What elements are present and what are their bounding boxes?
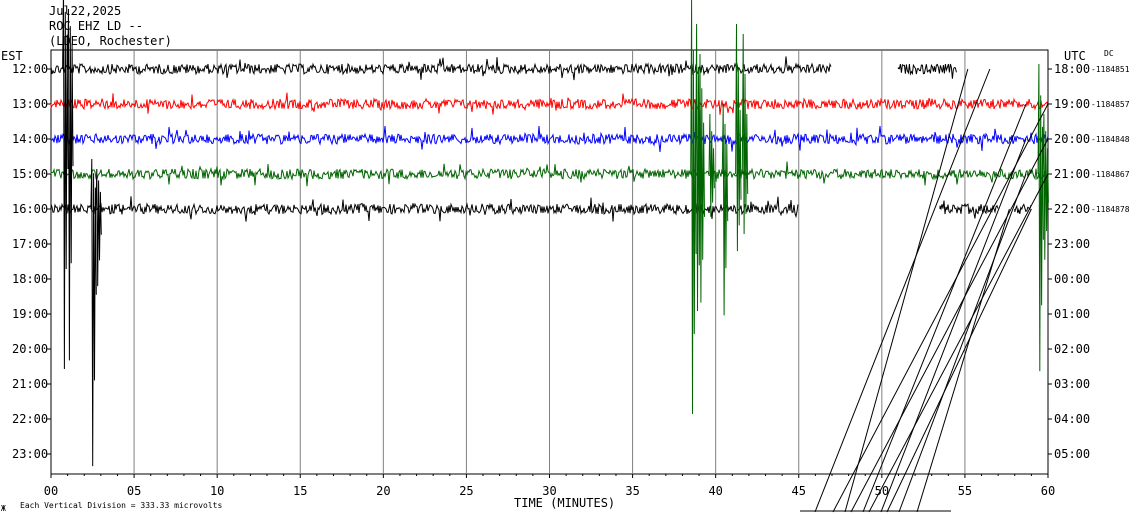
seismic-spike-event (721, 103, 729, 316)
x-tick-label: 00 (44, 484, 58, 498)
est-row-label: 20:00 (12, 342, 48, 356)
est-row-label: 16:00 (12, 202, 48, 216)
est-row-label: 13:00 (12, 97, 48, 111)
x-axis-title: TIME (MINUTES) (514, 496, 615, 510)
dc-offset-label: -1184848 (1091, 135, 1130, 144)
trace-flyback-line (850, 138, 1049, 513)
trace-flyback-line (844, 68, 969, 513)
est-row-label: 15:00 (12, 167, 48, 181)
seismic-spike-event (67, 8, 74, 361)
dc-offset-label: -1184851 (1091, 65, 1130, 74)
seismic-trace-row-0 (50, 56, 832, 81)
x-tick-label: 05 (127, 484, 141, 498)
est-row-label: 17:00 (12, 237, 48, 251)
seismic-spike-event (690, 0, 697, 415)
trace-flyback-line (886, 208, 1032, 513)
est-axis-label: EST (1, 49, 23, 63)
est-row-label: 12:00 (12, 62, 48, 76)
utc-row-label: 21:00 (1054, 167, 1090, 181)
trace-flyback-line (898, 173, 1027, 513)
seismic-spike-event (1037, 63, 1044, 372)
est-row-label: 23:00 (12, 447, 48, 461)
est-row-label: 18:00 (12, 272, 48, 286)
vertical-division-note: Each Vertical Division = 333.33 microvol… (20, 501, 222, 510)
utc-row-label: 01:00 (1054, 307, 1090, 321)
seismic-spike-event (698, 53, 705, 303)
seismic-trace-row-2 (50, 126, 1049, 153)
trace-flyback-line (862, 103, 1027, 513)
trace-flyback-line (814, 68, 991, 513)
utc-axis-label: UTC (1064, 49, 1086, 63)
utc-row-label: 03:00 (1054, 377, 1090, 391)
x-tick-label: 45 (792, 484, 806, 498)
seismic-spike-event (95, 168, 102, 287)
trace-flyback-line (868, 173, 1049, 513)
est-row-label: 21:00 (12, 377, 48, 391)
utc-row-label: 18:00 (1054, 62, 1090, 76)
utc-row-label: 23:00 (1054, 237, 1090, 251)
x-tick-label: 20 (376, 484, 390, 498)
x-tick-label: 15 (293, 484, 307, 498)
utc-row-label: 00:00 (1054, 272, 1090, 286)
grid-layer (47, 49, 1052, 478)
utc-row-label: 22:00 (1054, 202, 1090, 216)
dc-label: DC (1104, 49, 1114, 58)
seismic-trace-row-4 (939, 200, 999, 219)
trace-flyback-line (916, 208, 1010, 513)
x-tick-label: 30 (542, 484, 556, 498)
trace-layer (50, 0, 1049, 513)
seismic-trace-row-4 (50, 196, 799, 222)
seismic-spike-event (62, 0, 69, 370)
trace-flyback-line (880, 138, 1027, 513)
seismic-spike-event (90, 158, 97, 467)
scale-icon: Ж (1, 504, 6, 513)
utc-row-label: 20:00 (1054, 132, 1090, 146)
seismic-trace-row-4 (1014, 203, 1032, 215)
seismic-trace-row-0 (897, 63, 957, 79)
est-row-label: 19:00 (12, 307, 48, 321)
seismic-trace-row-3 (50, 161, 1049, 187)
label-layer: EST UTC DC TIME (MINUTES) Ж Each Vertica… (1, 49, 1130, 513)
x-tick-label: 25 (459, 484, 473, 498)
x-tick-label: 55 (958, 484, 972, 498)
dc-offset-label: -1184857 (1091, 100, 1130, 109)
x-tick-label: 10 (210, 484, 224, 498)
utc-row-label: 02:00 (1054, 342, 1090, 356)
trace-flyback-line (832, 103, 1049, 513)
dc-offset-label: -1184878 (1091, 205, 1130, 214)
utc-row-label: 19:00 (1054, 97, 1090, 111)
est-row-label: 22:00 (12, 412, 48, 426)
seismic-trace-row-1 (50, 92, 1049, 115)
est-row-label: 14:00 (12, 132, 48, 146)
x-tick-label: 60 (1041, 484, 1055, 498)
seismic-spike-event (708, 113, 715, 217)
dc-offset-label: -1184867 (1091, 170, 1130, 179)
utc-row-label: 05:00 (1054, 447, 1090, 461)
plot-date: Jul22,2025 (49, 4, 122, 18)
utc-row-label: 04:00 (1054, 412, 1090, 426)
x-tick-label: 50 (875, 484, 889, 498)
seismic-spike-event (735, 23, 742, 252)
x-tick-label: 40 (708, 484, 722, 498)
x-tick-label: 35 (625, 484, 639, 498)
seismic-spike-event (741, 33, 749, 235)
seismic-spike-event (1042, 113, 1049, 260)
